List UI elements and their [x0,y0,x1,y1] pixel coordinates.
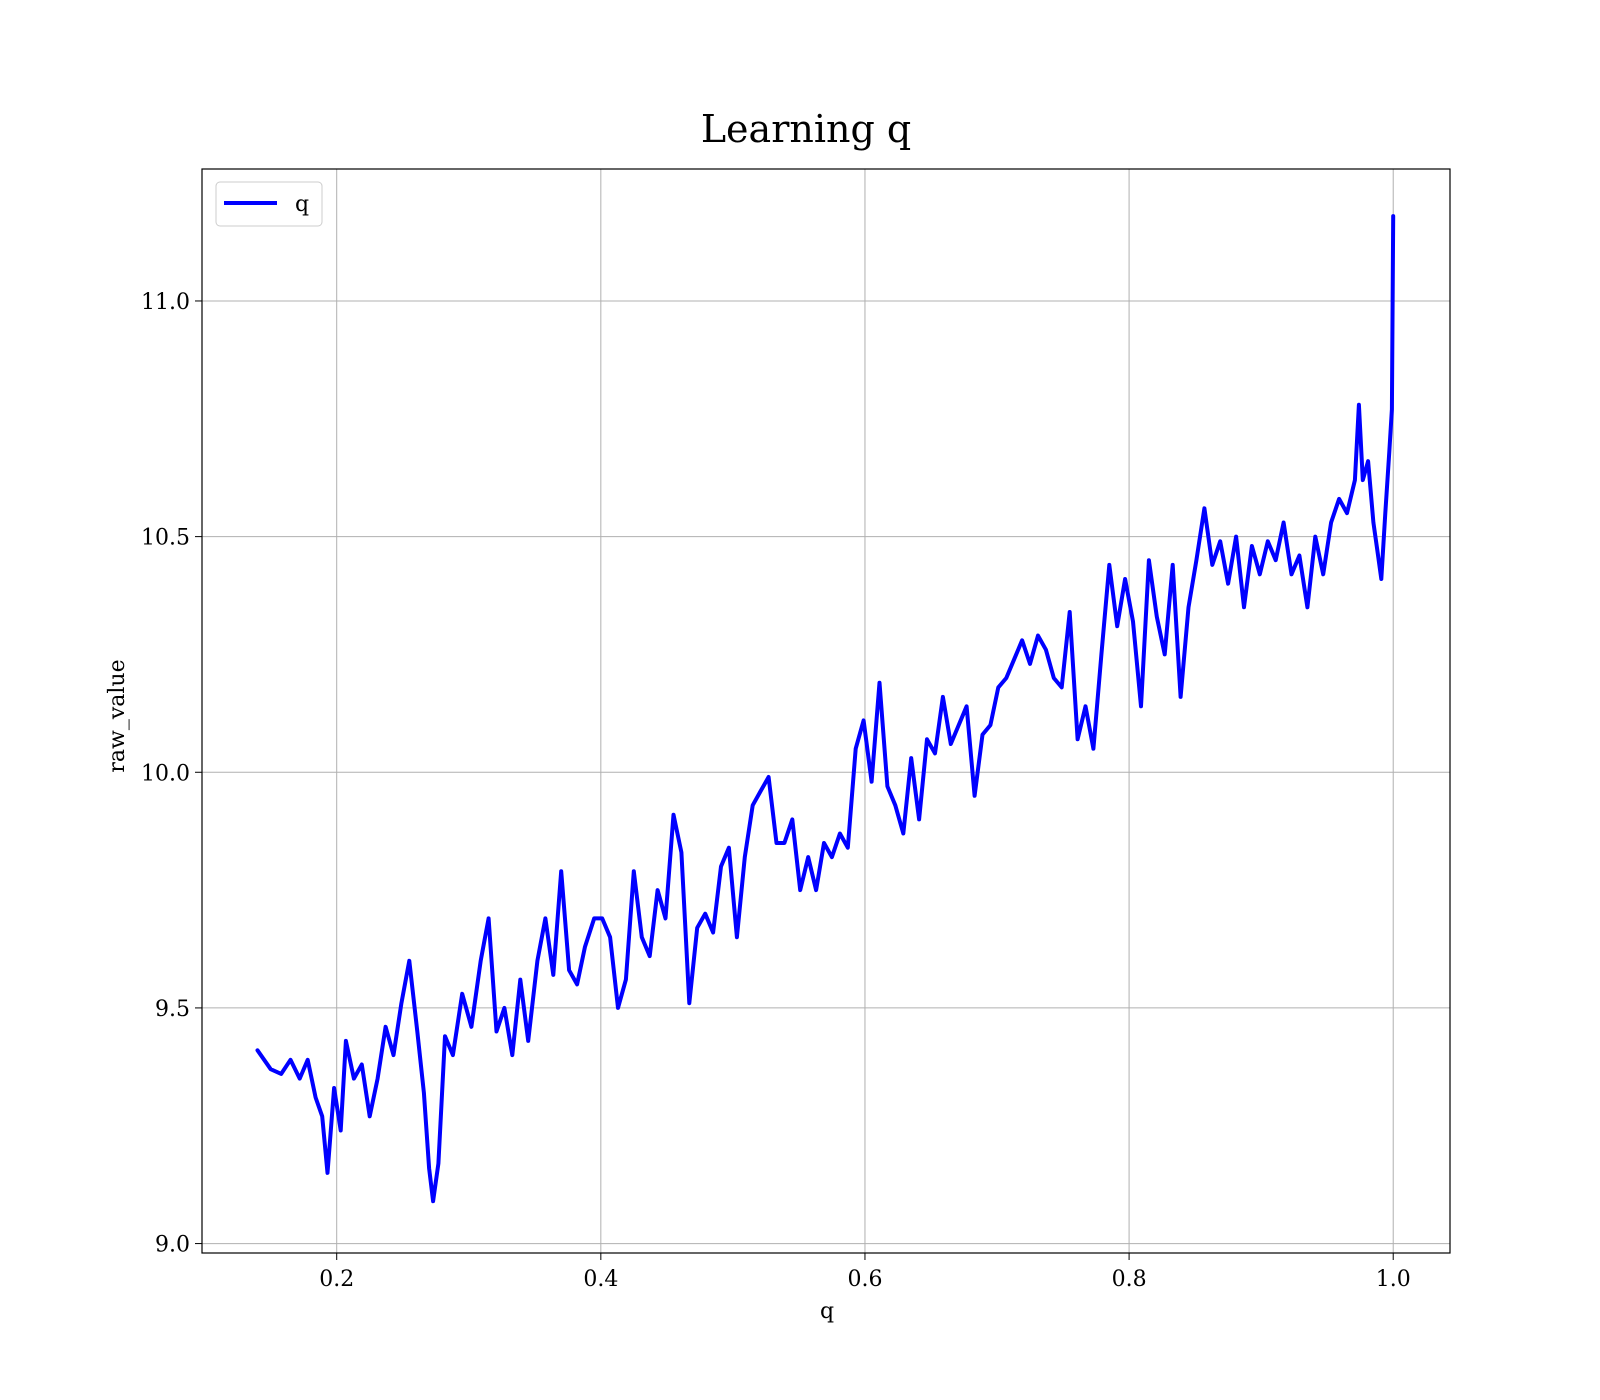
chart-title: Learning q [701,107,911,151]
series-line-q [255,214,1396,1204]
legend: q [215,181,323,227]
plot-frame [201,168,1451,1254]
x-tick-label: 0.2 [319,1267,354,1292]
y-axis-ticks: 9.0 9.5 10.0 10.5 11.0 [141,290,202,1258]
grid [202,169,1450,1253]
x-axis-label: q [820,1299,834,1324]
x-tick-label: 0.4 [583,1267,618,1292]
x-tick-label: 1.0 [1376,1267,1411,1292]
series-layer [255,214,1396,1204]
y-tick-label: 9.0 [155,1233,190,1258]
y-axis-label: raw_value [105,659,130,772]
legend-label: q [295,192,309,217]
y-tick-label: 9.5 [155,997,190,1022]
x-axis-ticks: 0.2 0.4 0.6 0.8 1.0 [319,1253,1411,1292]
y-tick-label: 10.5 [141,526,190,551]
x-tick-label: 0.8 [1112,1267,1147,1292]
y-tick-label: 11.0 [141,290,190,315]
y-tick-label: 10.0 [141,761,190,786]
x-tick-label: 0.6 [847,1267,882,1292]
